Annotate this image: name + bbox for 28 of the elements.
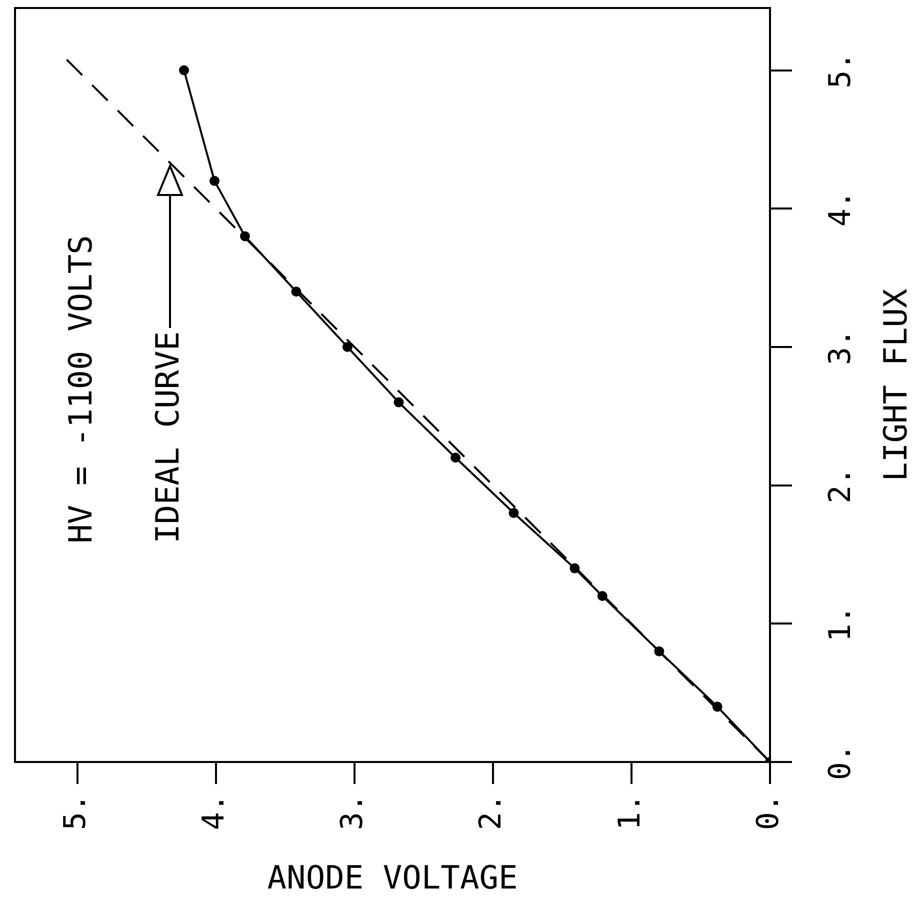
point [342, 342, 352, 352]
point [450, 452, 461, 463]
point [240, 231, 250, 242]
point [291, 286, 302, 297]
point [394, 397, 404, 408]
point [179, 65, 190, 76]
x-tick-label: 4. [196, 794, 232, 830]
x-tick-label: 1. [612, 794, 648, 830]
y-tick-label: 5. [822, 52, 858, 88]
x-tick-label: 0. [750, 794, 786, 830]
y-axis-title: LIGHT FLUX [876, 288, 914, 482]
y-tick-label: 2. [822, 467, 858, 504]
y-tick-label: 4. [822, 190, 858, 227]
point [209, 176, 220, 186]
point [508, 508, 519, 518]
x-tick-label: 5. [58, 794, 94, 830]
annotation: IDEAL CURVE [148, 331, 186, 544]
point [597, 590, 608, 601]
y-tick-label: 1. [822, 606, 858, 642]
y-tick-label: 3. [822, 328, 858, 366]
x-tick-label: 3. [335, 794, 370, 830]
annotation: HV = -1100 VOLTS [61, 235, 100, 544]
point [570, 563, 580, 574]
x-tick-label: 2. [474, 794, 509, 830]
x-axis-title: ANODE VOLTAGE [267, 858, 518, 896]
point [654, 646, 664, 656]
y-tick-label: 0. [822, 744, 858, 780]
point [712, 702, 722, 712]
